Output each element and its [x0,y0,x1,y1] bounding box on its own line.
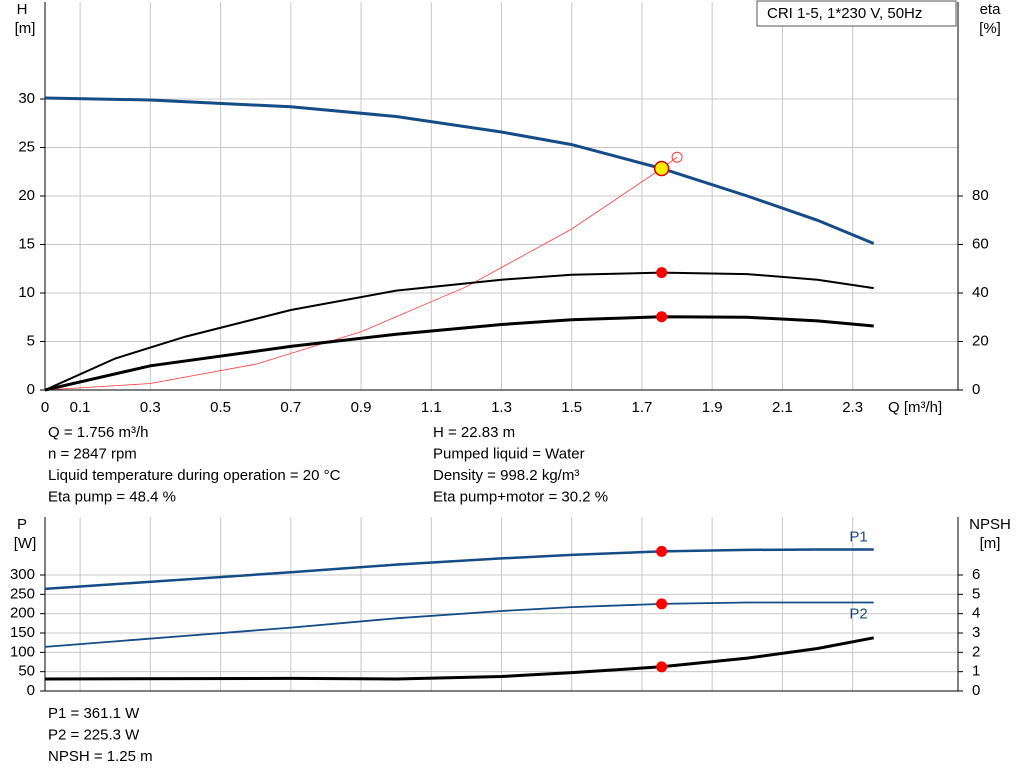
curve [44,96,875,245]
x-tick-label: 0.7 [280,399,301,416]
info-text: Q = 1.756 m³/h [48,424,148,441]
y-tick-label: 300 [10,566,35,583]
y-tick-label: 200 [10,605,35,622]
y-tick-label: 100 [10,643,35,660]
y-tick-label: 0 [27,682,35,699]
y-tick-label: 10 [18,284,35,301]
info-text: Density = 998.2 kg/m³ [433,467,579,484]
info-text: Liquid temperature during operation = 20… [48,467,341,484]
duty-point [656,267,668,279]
y2-tick-label: 4 [972,605,980,622]
y2-tick-label: 80 [972,187,989,204]
y2-axis-unit: [%] [979,20,1001,37]
y-tick-label: 30 [18,90,35,107]
y2-axis-label: NPSH [969,516,1011,533]
y-tick-label: 20 [18,187,35,204]
curve [44,548,874,591]
y-axis-label: H [17,1,28,18]
y-tick-label: 15 [18,235,35,252]
y2-tick-label: 0 [972,682,980,699]
x-tick-label: 0.3 [140,399,161,416]
info-text: Eta pump+motor = 30.2 % [433,488,608,505]
y2-tick-label: 60 [972,235,989,252]
y2-tick-label: 2 [972,643,980,660]
y2-tick-label: 3 [972,624,980,641]
info-text: NPSH = 1.25 m [48,748,153,765]
x-tick-label: 1.3 [491,399,512,416]
chart-title: CRI 1-5, 1*230 V, 50Hz [767,5,922,22]
duty-point [656,545,668,557]
x-axis-label: Q [m³/h] [888,399,942,416]
info-text: P1 = 361.1 W [48,705,140,722]
x-tick-label: 1.9 [702,399,723,416]
y-tick-label: 250 [10,585,35,602]
x-tick-label: 0 [41,399,49,416]
info-text: P2 = 225.3 W [48,726,140,743]
duty-point [656,311,668,323]
y-tick-label: 25 [18,138,35,155]
x-tick-label: 2.1 [772,399,793,416]
y2-axis-unit: [m] [980,535,1001,552]
duty-point [653,160,670,177]
curve [44,271,874,391]
curve [44,601,874,648]
info-text: H = 22.83 m [433,424,515,441]
info-text: n = 2847 rpm [48,445,137,462]
curve [44,156,678,391]
y2-tick-label: 6 [972,566,980,583]
y-tick-label: 0 [27,381,35,398]
y-tick-label: 5 [27,332,35,349]
y2-tick-label: 20 [972,332,989,349]
y-axis-unit: [m] [15,20,36,37]
series-label: P2 [849,605,867,622]
y-tick-label: 50 [18,663,35,680]
y2-tick-label: 40 [972,284,989,301]
title-box [756,0,957,27]
x-tick-label: 0.1 [70,399,91,416]
y2-tick-label: 1 [972,663,980,680]
y2-tick-label: 5 [972,585,980,602]
y-axis-label: P [17,516,27,533]
y2-tick-label: 0 [972,381,980,398]
curve [44,315,874,392]
info-text: Pumped liquid = Water [433,445,585,462]
curve [44,636,874,681]
x-tick-label: 0.9 [351,399,372,416]
series-label: P1 [849,528,867,545]
x-tick-label: 1.1 [421,399,442,416]
x-tick-label: 0.5 [210,399,231,416]
y2-axis-label: eta [980,1,1002,18]
y-axis-unit: [W] [14,535,37,552]
duty-point [656,661,668,673]
x-tick-label: 1.5 [561,399,582,416]
info-text: Eta pump = 48.4 % [48,488,176,505]
duty-point [656,598,668,610]
end-marker [671,151,683,163]
x-tick-label: 1.7 [632,399,653,416]
x-tick-label: 2.3 [842,399,863,416]
y-tick-label: 150 [10,624,35,641]
